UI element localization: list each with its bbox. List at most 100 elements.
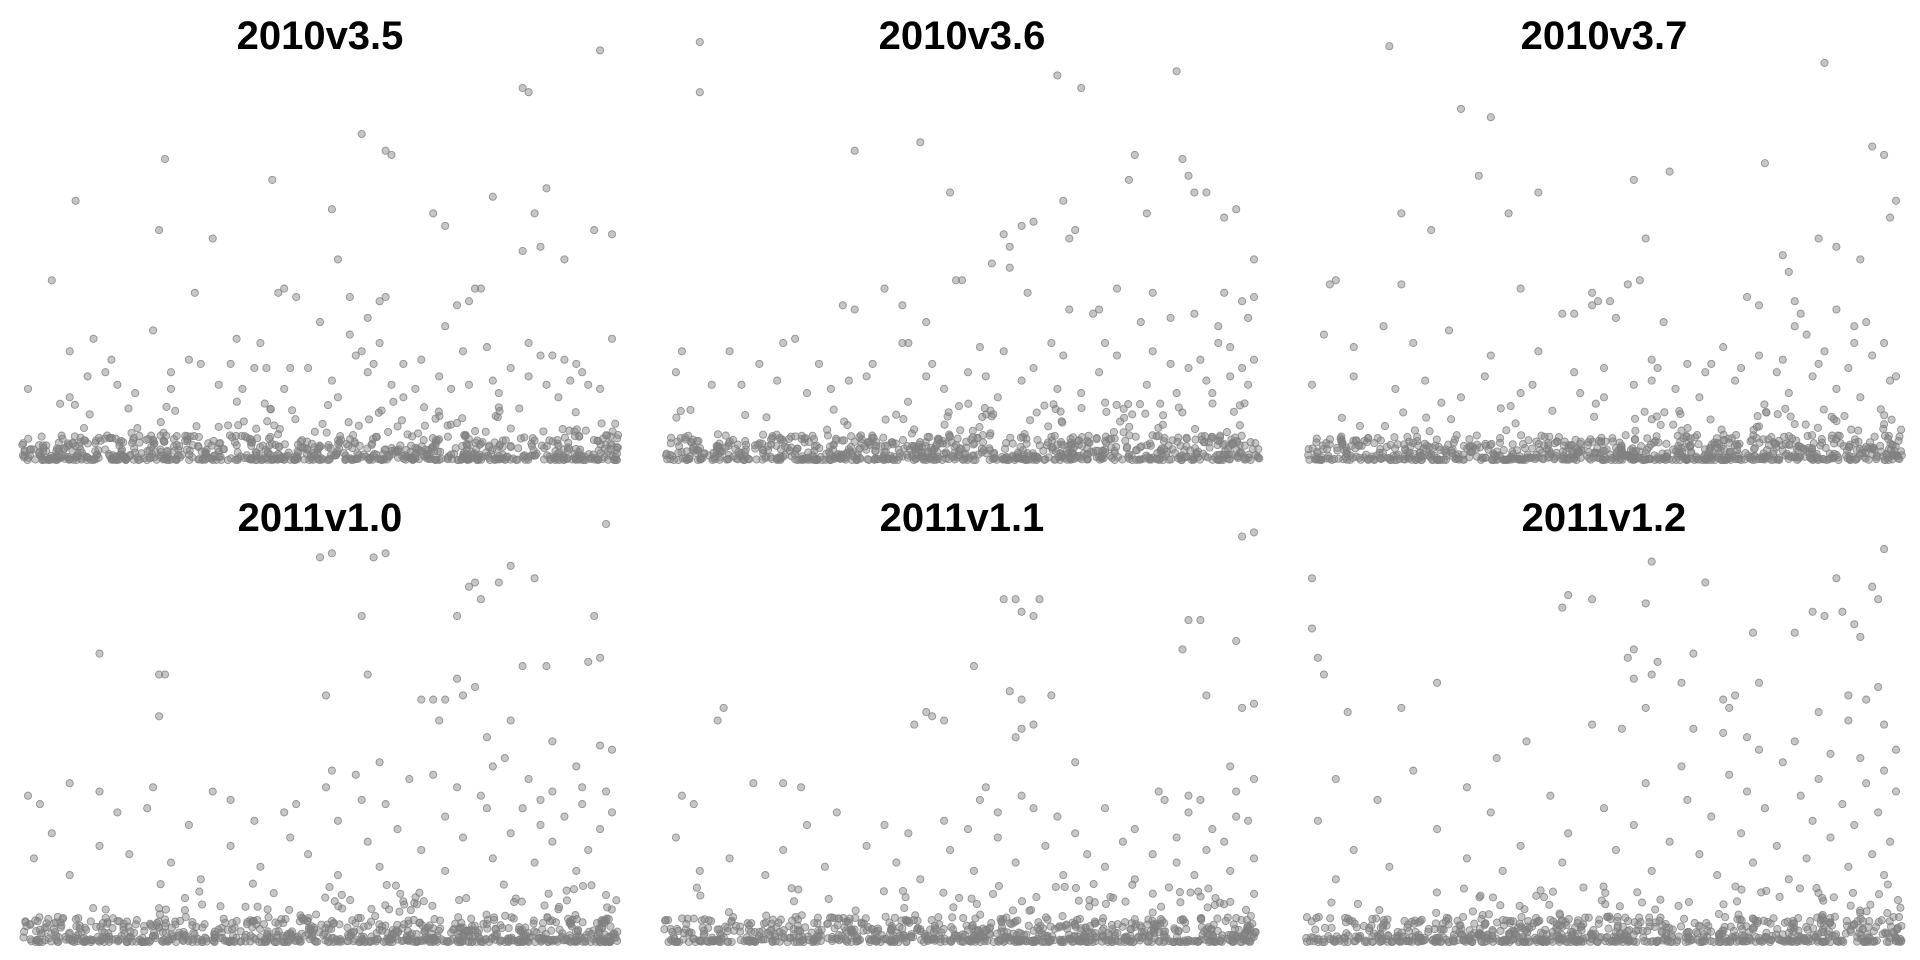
scatter-point — [776, 915, 785, 924]
scatter-point — [536, 820, 545, 830]
scatter-point — [470, 921, 479, 930]
scatter-point — [562, 886, 571, 895]
scatter-point — [991, 454, 1000, 463]
scatter-point — [24, 453, 33, 462]
scatter-point — [779, 845, 788, 855]
scatter-point — [1550, 455, 1559, 464]
scatter-point — [704, 451, 713, 460]
scatter-point — [1883, 434, 1893, 443]
scatter-point — [135, 438, 144, 447]
scatter-point — [1075, 453, 1084, 462]
scatter-point — [1631, 426, 1640, 435]
scatter-point — [1189, 455, 1198, 464]
scatter-point — [476, 595, 485, 604]
scatter-point — [1835, 431, 1844, 440]
scatter-point — [584, 657, 593, 666]
scatter-point — [327, 916, 336, 926]
scatter-point — [607, 230, 617, 239]
scatter-point — [339, 449, 349, 458]
scatter-point — [149, 928, 159, 937]
scatter-point — [1251, 451, 1260, 460]
scatter-point — [1337, 432, 1346, 441]
scatter-point — [965, 936, 974, 945]
scatter-point — [443, 421, 452, 430]
scatter-point — [493, 454, 502, 464]
scatter-point — [256, 862, 265, 871]
scatter-point — [678, 454, 687, 463]
scatter-point — [363, 313, 372, 322]
scatter-point — [1196, 355, 1205, 364]
scatter-point — [1508, 440, 1517, 449]
scatter-point — [1760, 159, 1769, 168]
scatter-point — [879, 433, 888, 442]
scatter-point — [71, 915, 80, 924]
scatter-point — [188, 921, 197, 930]
scatter-point — [417, 845, 426, 855]
scatter-point — [399, 393, 408, 402]
scatter-point — [349, 431, 358, 440]
scatter-panel-2010v3-7: 2010v3.7 — [1302, 0, 1906, 470]
scatter-point — [814, 933, 823, 942]
scatter-point — [91, 436, 100, 445]
scatter-point — [241, 902, 250, 911]
scatter-point — [1714, 448, 1723, 457]
scatter-point — [1687, 454, 1696, 463]
scatter-point — [396, 441, 405, 450]
scatter-point — [1095, 305, 1104, 314]
scatter-point — [280, 384, 289, 393]
scatter-point — [385, 452, 394, 461]
scatter-point — [1817, 438, 1827, 447]
scatter-point — [1545, 452, 1554, 461]
scatter-point — [861, 914, 870, 923]
scatter-point — [1380, 422, 1390, 431]
scatter-point — [1227, 450, 1236, 459]
scatter-point — [997, 917, 1006, 926]
scatter-point — [830, 924, 839, 933]
scatter-point — [1894, 913, 1904, 922]
scatter-point — [336, 432, 345, 441]
scatter-point — [35, 913, 44, 922]
scatter-point — [542, 380, 551, 389]
scatter-point — [1496, 926, 1505, 935]
scatter-point — [662, 449, 671, 458]
scatter-plot-area — [662, 37, 1264, 465]
scatter-point — [959, 913, 968, 923]
scatter-point — [1590, 449, 1600, 458]
scatter-point — [1148, 850, 1157, 859]
scatter-point — [1222, 428, 1231, 437]
panel-title: 2011v1.0 — [237, 496, 403, 540]
scatter-point — [1359, 921, 1368, 931]
scatter-point — [1249, 255, 1259, 264]
scatter-point — [29, 854, 38, 863]
scatter-point — [1332, 932, 1341, 941]
scatter-point — [252, 451, 261, 460]
scatter-point — [530, 209, 539, 218]
scatter-point — [993, 808, 1002, 817]
scatter-point — [86, 917, 95, 926]
scatter-point — [1373, 433, 1382, 443]
scatter-point — [942, 439, 951, 448]
scatter-point — [357, 129, 366, 139]
scatter-point — [214, 444, 223, 453]
scatter-point — [1182, 434, 1191, 443]
scatter-point — [1415, 448, 1424, 457]
scatter-point — [496, 936, 505, 945]
scatter-point — [1640, 937, 1649, 946]
scatter-point — [1534, 347, 1543, 356]
scatter-point — [571, 927, 581, 936]
scatter-point — [72, 455, 81, 465]
scatter-point — [787, 884, 796, 893]
scatter-point — [610, 933, 619, 942]
scatter-point — [232, 397, 241, 406]
scatter-point — [848, 455, 857, 465]
scatter-point — [1092, 433, 1101, 443]
scatter-point — [1249, 292, 1259, 302]
scatter-point — [1805, 935, 1814, 944]
scatter-point — [1250, 889, 1259, 898]
scatter-point — [721, 431, 730, 440]
scatter-point — [1193, 447, 1202, 456]
scatter-point — [917, 449, 926, 458]
scatter-point — [176, 453, 185, 462]
scatter-point — [1880, 150, 1889, 159]
scatter-point — [823, 431, 832, 440]
